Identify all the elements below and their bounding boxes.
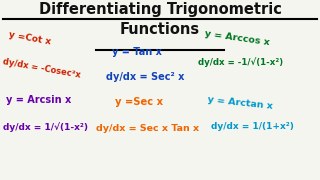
Text: Differentiating Trigonometric: Differentiating Trigonometric xyxy=(39,2,281,17)
Text: dy/dx = -1/√(1-x²): dy/dx = -1/√(1-x²) xyxy=(198,58,284,67)
Text: y = Tan x: y = Tan x xyxy=(112,47,162,57)
Text: y = Arcsin x: y = Arcsin x xyxy=(6,95,72,105)
Text: y = Arctan x: y = Arctan x xyxy=(207,95,273,111)
Text: dy/dx = Sec² x: dy/dx = Sec² x xyxy=(106,72,184,82)
Text: dy/dx = 1/(1+x²): dy/dx = 1/(1+x²) xyxy=(211,122,294,131)
Text: y =Cot x: y =Cot x xyxy=(8,31,52,47)
Text: dy/dx = 1/√(1-x²): dy/dx = 1/√(1-x²) xyxy=(3,122,88,132)
Text: y =Sec x: y =Sec x xyxy=(115,97,163,107)
Text: dy/dx = -Cosec²x: dy/dx = -Cosec²x xyxy=(2,58,81,80)
Text: dy/dx = Sec x Tan x: dy/dx = Sec x Tan x xyxy=(96,124,199,133)
Text: y = Arccos x: y = Arccos x xyxy=(204,29,270,47)
Text: Functions: Functions xyxy=(120,22,200,37)
